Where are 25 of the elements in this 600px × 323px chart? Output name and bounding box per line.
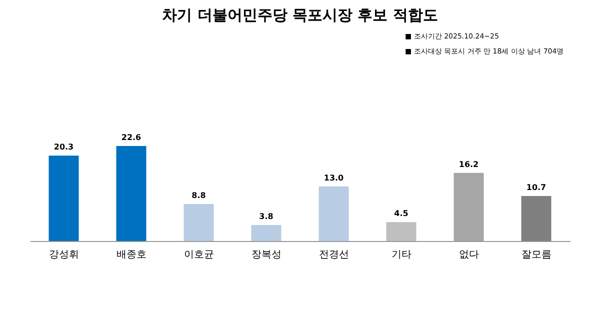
- bar: [318, 186, 349, 241]
- x-tick-label: 배종호: [116, 250, 146, 260]
- data-label: 4.5: [394, 209, 409, 218]
- x-tick-label: 없다: [458, 250, 479, 260]
- x-tick-label: 장복성: [251, 250, 282, 260]
- bar: [386, 222, 416, 241]
- data-label: 8.8: [192, 191, 206, 200]
- x-tick-label: 잘모름: [521, 250, 552, 260]
- data-label: 3.8: [259, 212, 274, 222]
- chart-title: 차기 더불어민주당 목포시장 후보 적합도: [162, 6, 438, 24]
- bar: [251, 225, 282, 241]
- x-tick-label: 기타: [391, 250, 412, 260]
- data-label: 20.3: [54, 142, 74, 152]
- data-label: 22.6: [121, 133, 142, 142]
- bar: [184, 204, 214, 241]
- bar: [454, 172, 484, 241]
- data-label: 10.7: [526, 183, 546, 192]
- bar: [521, 196, 552, 241]
- x-tick-label: 이호균: [184, 250, 214, 260]
- bar: [48, 156, 79, 241]
- x-tick-label: 강성휘: [48, 250, 79, 260]
- data-label: 16.2: [458, 160, 479, 169]
- x-tick-label: 전경선: [318, 250, 349, 260]
- data-label: 13.0: [324, 173, 344, 182]
- bar: [116, 146, 146, 241]
